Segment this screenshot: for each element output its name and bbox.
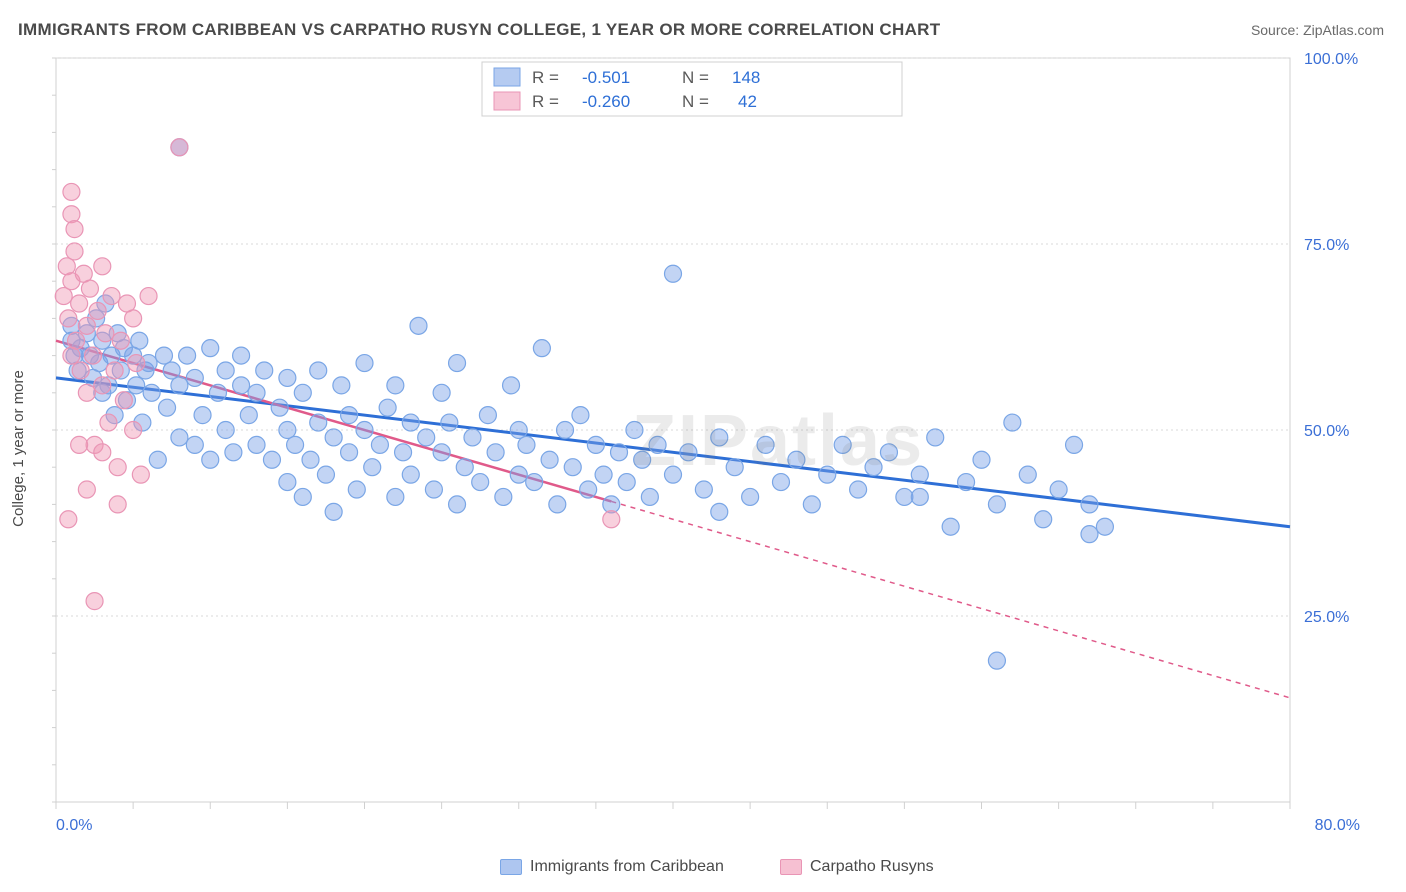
svg-text:R =: R = — [532, 68, 559, 87]
svg-text:-0.260: -0.260 — [582, 92, 630, 111]
legend-swatch-blue — [500, 859, 522, 875]
legend-label-1: Immigrants from Caribbean — [530, 858, 724, 876]
svg-text:N =: N = — [682, 92, 709, 111]
svg-text:N =: N = — [682, 68, 709, 87]
chart-container: 25.0% 50.0% 75.0% 100.0% 0.0% 80.0% R = -0.501 N… — [52, 50, 1382, 840]
svg-text:R =: R = — [532, 92, 559, 111]
svg-text:-0.501: -0.501 — [582, 68, 630, 87]
chart-title: IMMIGRANTS FROM CARIBBEAN VS CARPATHO RU… — [18, 20, 940, 40]
legend-series-2: Carpatho Rusyns — [780, 858, 934, 876]
svg-text:25.0%: 25.0% — [1304, 609, 1349, 626]
svg-text:75.0%: 75.0% — [1304, 237, 1349, 254]
legend-label-2: Carpatho Rusyns — [810, 858, 934, 876]
legend-swatch-pink — [780, 859, 802, 875]
svg-text:50.0%: 50.0% — [1304, 423, 1349, 440]
svg-text:80.0%: 80.0% — [1315, 817, 1360, 834]
source-attribution: Source: ZipAtlas.com — [1251, 22, 1384, 38]
svg-text:148: 148 — [732, 68, 760, 87]
legend-series-1: Immigrants from Caribbean — [500, 858, 724, 876]
y-axis-label: College, 1 year or more — [10, 370, 27, 527]
svg-text:0.0%: 0.0% — [56, 817, 92, 834]
svg-text:42: 42 — [738, 92, 757, 111]
scatter-plot: 25.0% 50.0% 75.0% 100.0% 0.0% 80.0% R = -0.501 N… — [52, 50, 1382, 840]
svg-text:100.0%: 100.0% — [1304, 51, 1358, 68]
